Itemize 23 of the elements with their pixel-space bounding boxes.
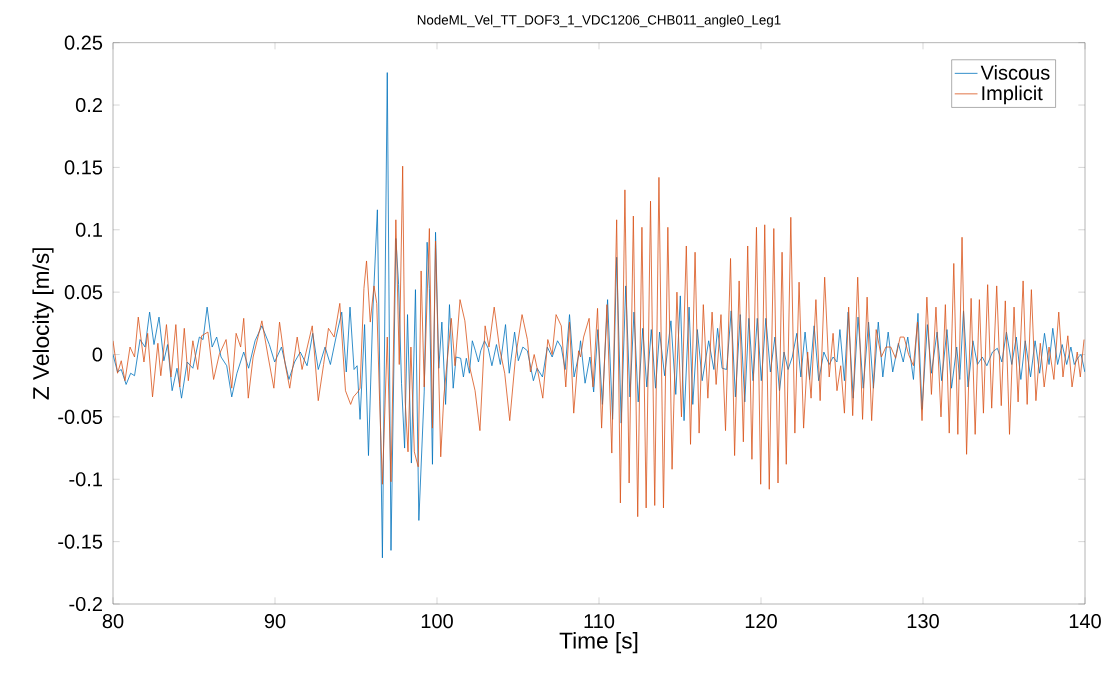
x-tick-label: 130 xyxy=(907,614,939,629)
line-series xyxy=(113,165,1085,518)
y-tick-label: 0.25 xyxy=(64,35,103,50)
y-tick-label: 0.1 xyxy=(75,222,102,237)
y-tick-label: 0.2 xyxy=(75,97,102,113)
y-tick-label: 0.15 xyxy=(64,160,103,175)
x-axis-title: Time [s] xyxy=(559,632,638,654)
x-tick-label: 120 xyxy=(745,614,777,629)
y-tick-label: 0.05 xyxy=(64,285,103,300)
x-tick-label: 100 xyxy=(421,614,453,629)
y-tick-label: 0 xyxy=(92,347,103,362)
x-tick-label: 80 xyxy=(102,614,124,629)
y-tick-label: -0.05 xyxy=(58,409,103,424)
y-tick-label: -0.1 xyxy=(69,472,102,487)
chart-title: NodeML_Vel_TT_DOF3_1_VDC1206_CHB011_angle0_Leg1 xyxy=(417,14,781,28)
y-axis-title: Z Velocity [m/s] xyxy=(32,248,54,400)
x-tick-label: 90 xyxy=(264,614,286,629)
legend-label: Viscous xyxy=(980,65,1050,80)
y-tick-label: -0.15 xyxy=(58,534,103,549)
y-tick-label: -0.2 xyxy=(69,596,102,612)
x-tick-label: 140 xyxy=(1069,614,1101,629)
legend-label: Implicit xyxy=(982,85,1043,105)
x-tick-label: 110 xyxy=(584,614,615,629)
